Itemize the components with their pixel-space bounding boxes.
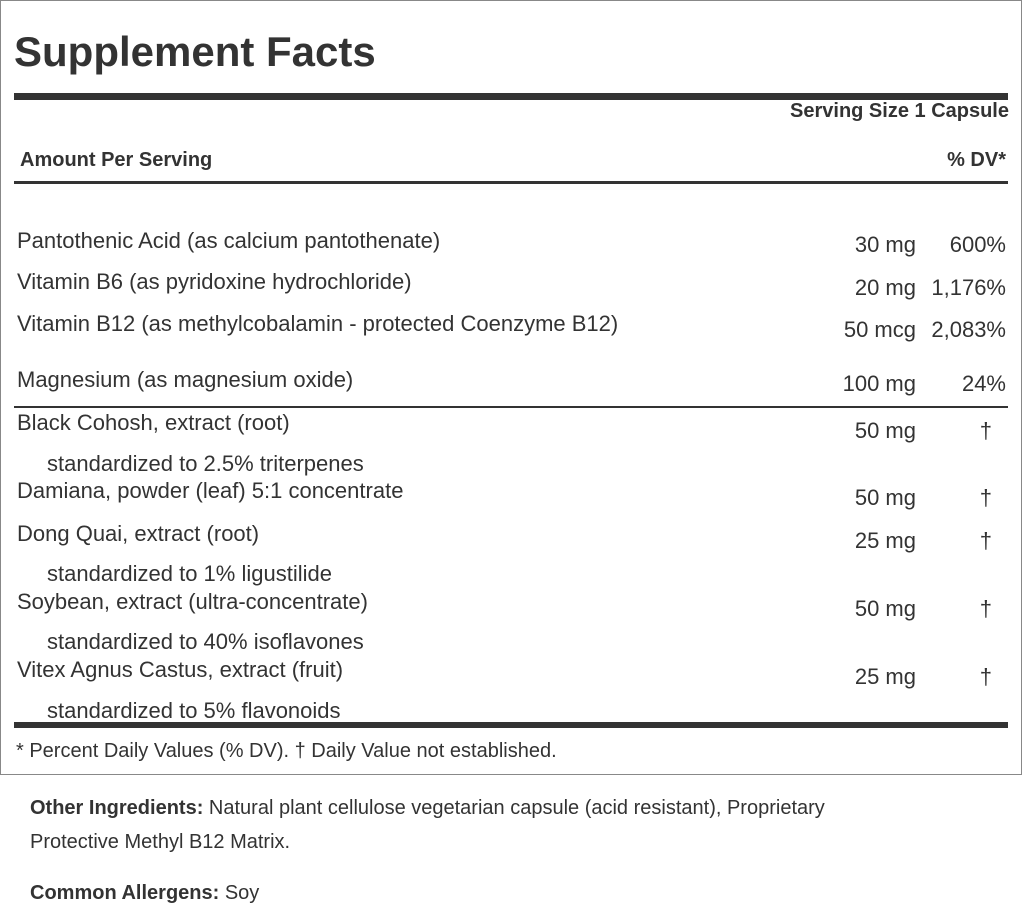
thick-rule bbox=[14, 93, 1008, 100]
facts-box bbox=[0, 0, 1022, 775]
title: Supplement Facts bbox=[14, 28, 376, 75]
footnote: * Percent Daily Values (% DV). † Daily V… bbox=[16, 740, 557, 762]
text: Soy bbox=[224, 882, 260, 904]
ingredient-name: Black Cohosh, extract (root) bbox=[17, 410, 290, 435]
daily-value: † bbox=[979, 664, 992, 689]
ingredient-name: Soybean, extract (ultra-concentrate) bbox=[17, 589, 368, 614]
label: Other Ingredients: bbox=[30, 797, 204, 819]
other-ingredients-cont: Protective Methyl B12 Matrix. bbox=[30, 831, 291, 853]
amount: 25 mg bbox=[854, 528, 916, 553]
allergens: Common Allergens: Soy bbox=[30, 881, 259, 905]
dv-header: % DV* bbox=[947, 149, 1006, 171]
nutrient-name: Vitamin B6 (as pyridoxine hydrochloride) bbox=[17, 269, 412, 294]
rule bbox=[14, 406, 1008, 408]
ingredient-name: Vitex Agnus Castus, extract (fruit) bbox=[17, 657, 344, 682]
amount: 25 mg bbox=[854, 664, 916, 689]
standardization: standardized to 5% flavonoids bbox=[47, 698, 341, 723]
daily-value: † bbox=[979, 596, 992, 621]
text: Natural plant cellulose vegetarian capsu… bbox=[208, 797, 825, 819]
standardization: standardized to 2.5% triterpenes bbox=[47, 451, 364, 476]
rule bbox=[14, 181, 1008, 184]
daily-value: † bbox=[979, 485, 992, 510]
standardization: standardized to 1% ligustilide bbox=[47, 561, 332, 586]
amount: 20 mg bbox=[854, 275, 916, 300]
amount: 30 mg bbox=[854, 232, 916, 257]
standardization: standardized to 40% isoflavones bbox=[47, 629, 364, 654]
amount: 50 mg bbox=[854, 418, 916, 443]
nutrient-name: Magnesium (as magnesium oxide) bbox=[17, 367, 354, 392]
daily-value: † bbox=[979, 418, 992, 443]
nutrient-name: Pantothenic Acid (as calcium pantothenat… bbox=[17, 228, 441, 253]
amount: 50 mg bbox=[854, 596, 916, 621]
ingredient-name: Damiana, powder (leaf) 5:1 concentrate bbox=[17, 478, 404, 503]
thick-rule bbox=[14, 722, 1008, 728]
amount: 100 mg bbox=[842, 371, 916, 396]
label: Common Allergens: bbox=[30, 882, 220, 904]
daily-value: † bbox=[979, 528, 992, 553]
amount: 50 mg bbox=[854, 485, 916, 510]
other-ingredients: Other Ingredients: Natural plant cellulo… bbox=[30, 796, 825, 820]
daily-value: 2,083% bbox=[931, 317, 1006, 342]
amount-header: Amount Per Serving bbox=[20, 149, 213, 171]
daily-value: 1,176% bbox=[931, 275, 1006, 300]
daily-value: 24% bbox=[961, 371, 1006, 396]
serving-size: Serving Size 1 Capsule bbox=[790, 100, 1009, 122]
nutrient-name: Vitamin B12 (as methylcobalamin - protec… bbox=[17, 311, 619, 336]
ingredient-name: Dong Quai, extract (root) bbox=[17, 521, 260, 546]
amount: 50 mcg bbox=[843, 317, 916, 342]
daily-value: 600% bbox=[949, 232, 1006, 257]
